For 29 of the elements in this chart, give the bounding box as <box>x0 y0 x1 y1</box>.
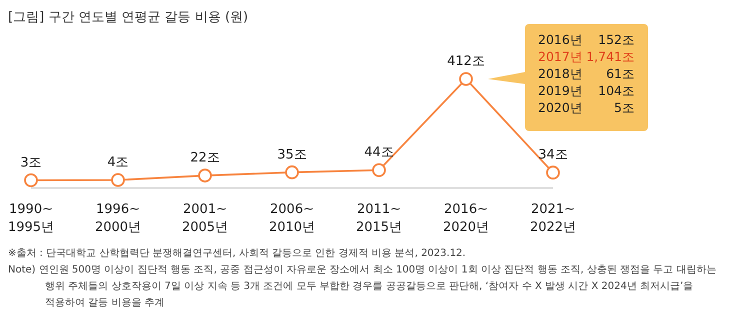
data-label: 22조 <box>190 150 220 166</box>
data-label: 4조 <box>107 155 129 170</box>
chart-title: [그림] 구간 연도별 연평균 갈등 비용 (원) <box>8 10 248 25</box>
x-tick-label: 2021~ 2022년 <box>530 202 576 235</box>
point <box>24 173 38 188</box>
point <box>198 168 212 182</box>
data-label: 412조 <box>447 54 485 69</box>
point <box>459 72 473 86</box>
text: 2017년 1,741조 <box>538 49 635 64</box>
text: Note) 연인원 500명 이상이 집단적 행동 조직, 공중 접근성이 자유로운 장소에서 최소 100명 이상이 1회 이상 집단적 행동 조직, 상충된 쟁점을 두고 대립하는 행위 주체들의 상호작용이 7일 이상 지속 등 3개 조건에 모두 부합한 경우를 공공갈등으로 판단해, ‘참여자 수 X 발생 시간 X 2024년 최저시급’을 적용하여 갈등 비용을 추계 <box>8 264 716 308</box>
data-label: 34조 <box>538 148 568 163</box>
point <box>111 173 125 187</box>
point <box>546 166 560 180</box>
data-label: 3조 <box>20 155 42 170</box>
x-tick-label: 2001~ 2005년 <box>182 202 228 235</box>
x-tick-label: 2006~ 2010년 <box>268 202 316 235</box>
text: 2019년 104조 <box>538 83 635 98</box>
text: 2020년 5조 <box>538 100 635 115</box>
x-tick-label: 2011~ 2015년 <box>356 202 402 235</box>
text: 2016년 152조 <box>538 32 635 47</box>
text: ※출처 : 단국대학교 산학협력단 분쟁해결연구센터, 사회적 갈등으로 인한 경제적 비용 분석, 2023.12. <box>8 248 466 259</box>
x-tick-label: 2016~ 2020년 <box>442 202 490 235</box>
data-label: 35조 <box>277 147 307 162</box>
text: 2018년 61조 <box>538 66 635 81</box>
data-label: 44조 <box>364 145 394 160</box>
x-tick-label: 1990~ 1995년 <box>8 202 54 235</box>
point <box>285 165 299 180</box>
point <box>372 163 386 178</box>
x-tick-label: 1996~ 2000년 <box>94 202 142 235</box>
